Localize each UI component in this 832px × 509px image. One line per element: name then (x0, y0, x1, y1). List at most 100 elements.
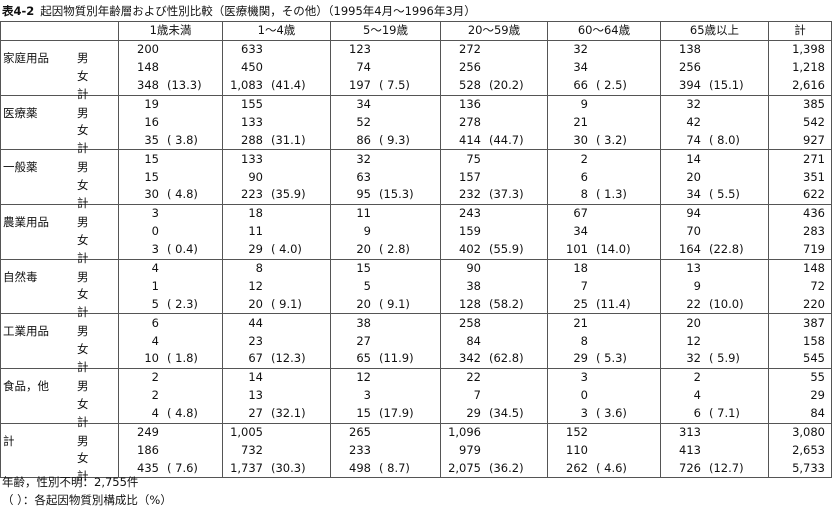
table-row: 計 30 ( 4.8) 223 (35.9) 95 (15.3) 232 (37.3) 8 ( 1.… (0, 186, 832, 210)
cell-value: 84 (466, 333, 481, 348)
cell-value: 20 (686, 169, 701, 184)
table-row: 女 1 12 5 38 7 9 72 (0, 277, 832, 301)
cell-value: 1,083 (230, 78, 263, 93)
data-cell: 67 (547, 203, 661, 223)
cell-value: 22 (686, 296, 701, 311)
data-cell: 8 (222, 258, 331, 278)
cell-value: 4 (151, 406, 159, 421)
data-cell: 42 (660, 113, 769, 132)
column-header: 1～4歳 (222, 21, 331, 41)
data-cell: 233 (330, 441, 441, 460)
data-cell: 9 (660, 277, 769, 296)
sex-label: 計 (77, 469, 89, 484)
table-row: 女 16 133 52 278 21 42 542 (0, 113, 832, 137)
cell-value: 348 (137, 78, 159, 93)
cell-percent: (22.8) (709, 242, 744, 257)
sex-label: 男 (77, 50, 89, 65)
data-cell: 15 (118, 168, 223, 187)
cell-value: 136 (459, 97, 481, 111)
data-cell: 12 (660, 332, 769, 351)
total-value: 148 (803, 261, 825, 276)
total-value: 283 (803, 224, 825, 239)
cell-value: 233 (349, 442, 371, 457)
data-cell: 29 ( 4.0) (222, 240, 331, 260)
data-cell: 84 (768, 404, 832, 424)
sex-label: 女 (77, 232, 89, 247)
table-row: 女 148 450 74 256 34 256 1,218 (0, 58, 832, 83)
data-cell: 6 (118, 313, 223, 333)
cell-percent: (14.0) (596, 242, 631, 257)
cell-value: 67 (573, 206, 588, 221)
cell-value: 133 (241, 114, 263, 129)
table-row: 一般薬男 15 133 32 75 2 14 271 (0, 149, 832, 174)
data-cell: 27 (32.1) (222, 404, 331, 424)
table-title: 起因物質別年齢層および性別比較（医療機関，その他）（1995年4月～1996年3… (40, 4, 476, 18)
cell-percent: ( 4.6) (596, 460, 627, 475)
cell-value: 75 (466, 151, 481, 166)
data-cell: 13 (222, 386, 331, 405)
cell-percent: (15.3) (379, 187, 414, 202)
label-cell: 計 (0, 459, 119, 483)
cell-percent: ( 5.9) (709, 351, 740, 366)
cell-value: 12 (356, 370, 371, 385)
total-value: 2,616 (792, 78, 825, 93)
data-cell: 2 (660, 367, 769, 387)
cell-value: 1 (151, 278, 159, 293)
data-cell: 14 (660, 149, 769, 169)
cell-value: 2 (693, 370, 701, 385)
cell-value: 8 (580, 333, 588, 348)
cell-value: 633 (241, 42, 263, 57)
cell-value: 110 (566, 442, 588, 457)
total-value: 29 (810, 388, 825, 403)
cell-percent: ( 9.3) (379, 132, 410, 147)
cell-value: 0 (151, 224, 159, 239)
cell-value: 979 (459, 442, 481, 457)
sex-label: 男 (77, 269, 89, 284)
cell-value: 2 (580, 151, 588, 166)
data-cell: 6 (547, 168, 661, 187)
cell-value: 262 (566, 460, 588, 475)
data-cell: 67 (12.3) (222, 350, 331, 369)
data-cell: 29 (768, 386, 832, 405)
table-row: 計 35 ( 3.8) 288 (31.1) 86 ( 9.3) 414 (44.7) 30 ( 3… (0, 131, 832, 155)
cell-value: 2 (151, 388, 159, 403)
data-cell: 9 (547, 94, 661, 114)
table-label: 表4-2 (2, 4, 35, 18)
data-cell: 34 ( 5.5) (660, 186, 769, 205)
cell-value: 258 (459, 315, 481, 330)
data-cell: 157 (440, 168, 548, 187)
data-cell: 32 (330, 149, 441, 169)
cell-percent: (10.0) (709, 296, 744, 311)
cell-value: 256 (459, 60, 481, 75)
data-cell: 110 (547, 441, 661, 460)
cell-value: 123 (349, 42, 371, 57)
data-cell: 25 (11.4) (547, 295, 661, 315)
data-cell: 1,398 (768, 39, 832, 59)
data-cell: 0 (118, 222, 223, 241)
cell-value: 3 (580, 370, 588, 385)
data-cell: 498 ( 8.7) (330, 459, 441, 479)
cell-value: 9 (580, 97, 588, 111)
data-cell: 63 (330, 168, 441, 187)
cell-value: 342 (459, 351, 481, 366)
cell-percent: ( 7.6) (167, 460, 198, 475)
cell-value: 22 (466, 370, 481, 385)
data-cell: 30 ( 4.8) (118, 186, 223, 205)
data-cell: 148 (768, 258, 832, 278)
cell-value: 52 (356, 114, 371, 129)
cell-value: 12 (248, 278, 263, 293)
cell-percent: (30.3) (271, 460, 306, 475)
cell-percent: (36.2) (489, 460, 524, 475)
cell-value: 21 (573, 114, 588, 129)
cell-value: 18 (573, 261, 588, 276)
cell-value: 313 (679, 425, 701, 440)
data-cell: 414 (44.7) (440, 131, 548, 151)
cell-value: 21 (573, 315, 588, 330)
sex-label: 男 (77, 433, 89, 448)
data-cell: 164 (22.8) (660, 240, 769, 260)
cell-value: 138 (679, 42, 701, 57)
cell-value: 34 (356, 97, 371, 111)
data-cell: 5,733 (768, 459, 832, 479)
data-cell: 74 ( 8.0) (660, 131, 769, 151)
cell-value: 288 (241, 132, 263, 147)
